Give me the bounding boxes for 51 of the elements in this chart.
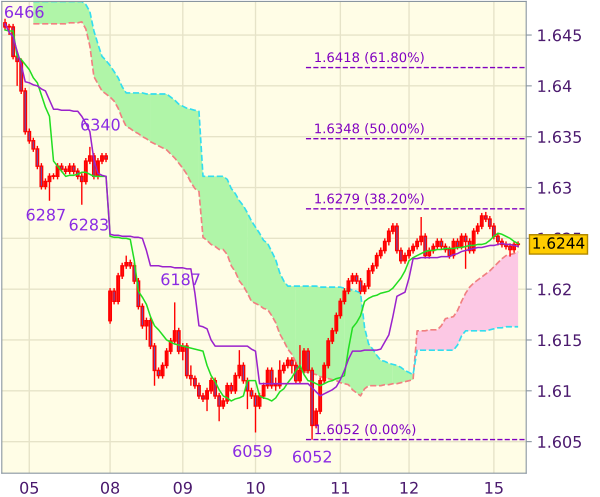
candlestick xyxy=(464,232,468,270)
candlestick xyxy=(225,382,230,405)
candlestick xyxy=(439,238,444,250)
candlestick xyxy=(56,162,60,180)
annotation: 6059 xyxy=(233,444,272,458)
annotation: 6287 xyxy=(26,208,65,221)
x-tick-label: 15 xyxy=(485,482,503,494)
candlestick xyxy=(60,162,64,173)
x-tick-label: 09 xyxy=(174,482,192,494)
candlestick xyxy=(254,392,258,434)
y-tick-label: 1.635 xyxy=(538,130,581,143)
x-tick-label: 08 xyxy=(100,482,120,494)
candlestick xyxy=(270,366,274,390)
candlestick xyxy=(96,157,100,180)
annotation: 6052 xyxy=(293,450,331,463)
candlestick xyxy=(435,238,440,250)
x-tick-label: 05 xyxy=(20,482,38,494)
candlestick xyxy=(278,360,282,390)
candlestick xyxy=(512,240,516,254)
y-tick-label: 1.615 xyxy=(538,334,581,346)
candlestick xyxy=(472,227,476,254)
ref-line-label: 1.6052 (0.00%) xyxy=(315,424,416,436)
candlestick xyxy=(411,242,416,254)
ref-line-label: 1.6418 (61.80%) xyxy=(315,52,424,64)
candlestick xyxy=(286,356,290,370)
candlestick xyxy=(48,172,52,202)
annotation: 6466 xyxy=(5,6,44,18)
y-tick-label: 1.63 xyxy=(538,182,571,194)
y-tick-label: 1.605 xyxy=(538,436,581,448)
ref-line-label: 1.6348 (50.00%) xyxy=(315,123,424,135)
candlestick xyxy=(403,252,407,264)
candlestick xyxy=(298,344,302,384)
y-tick-label: 1.645 xyxy=(538,29,581,42)
y-tick-label: 1.64 xyxy=(538,80,572,92)
x-tick-label: 12 xyxy=(400,482,418,494)
candlestick xyxy=(374,252,379,270)
candlestick xyxy=(431,242,436,254)
x-tick-label: 10 xyxy=(247,482,265,494)
candlestick xyxy=(508,242,512,258)
candlestick xyxy=(358,277,363,295)
x-tick-label: 11 xyxy=(332,482,350,494)
candlestick xyxy=(108,287,112,324)
y-tick-label: 1.61 xyxy=(538,385,571,398)
candlestick xyxy=(68,162,72,175)
annotation: 6283 xyxy=(70,218,108,231)
ref-line-label: 1.6279 (38.20%) xyxy=(315,193,424,206)
text: 1.6244 xyxy=(533,237,584,249)
candlestick xyxy=(452,238,456,260)
y-tick-label: 1.62 xyxy=(538,283,571,296)
candlestick xyxy=(407,246,411,260)
candlestick xyxy=(104,152,108,163)
